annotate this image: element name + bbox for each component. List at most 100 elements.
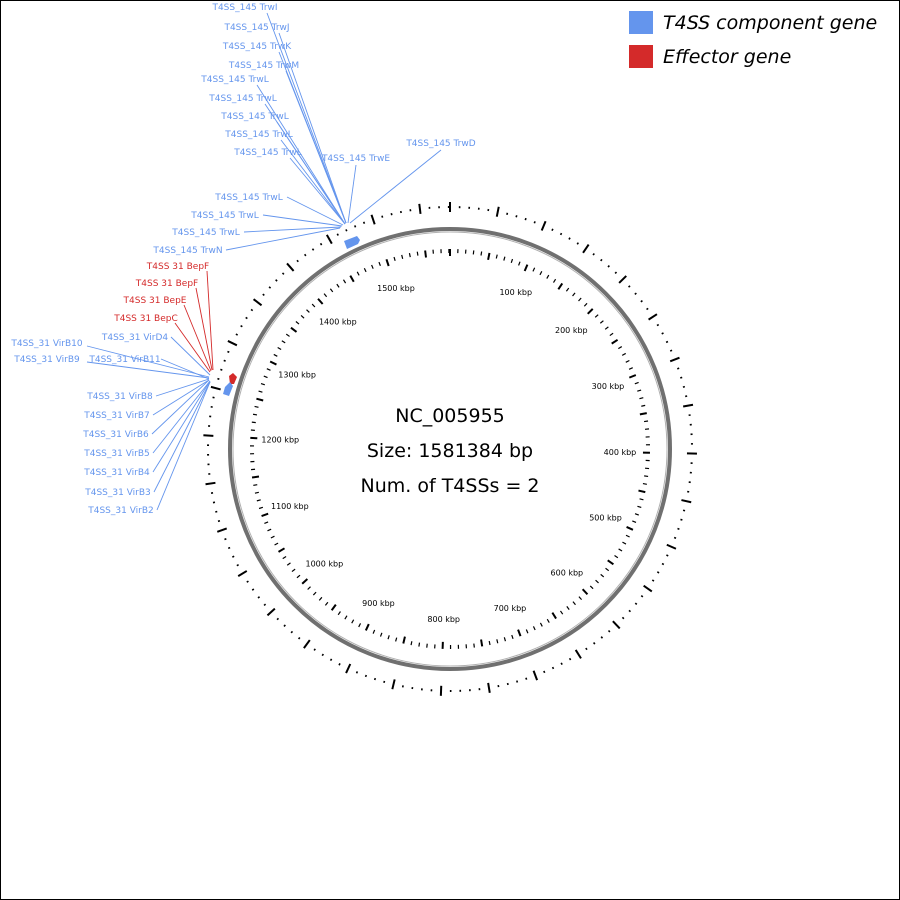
inner-minor-tick	[600, 573, 605, 578]
outer-minor-tick	[661, 562, 665, 566]
outer-minor-tick	[250, 308, 254, 312]
scale-label: 1200 kbp	[261, 436, 299, 445]
outer-minor-tick	[227, 350, 230, 353]
outer-minor-tick	[364, 674, 368, 678]
inner-minor-tick	[291, 568, 296, 573]
scale-label: 900 kbp	[362, 599, 395, 608]
outer-minor-tick	[336, 233, 339, 236]
outer-minor-tick	[551, 228, 554, 231]
outer-major-tick	[681, 499, 692, 504]
outer-minor-tick	[217, 377, 220, 380]
inner-minor-tick	[358, 623, 362, 628]
inner-minor-tick	[258, 506, 264, 510]
inner-minor-tick	[286, 562, 291, 566]
outer-minor-tick	[345, 229, 348, 232]
component-gene-label: T4SS_31 VirB6	[82, 430, 149, 440]
outer-minor-tick	[355, 671, 359, 674]
inner-minor-tick	[258, 390, 263, 393]
inner-minor-tick	[260, 382, 266, 386]
outer-major-tick	[203, 434, 214, 437]
component-gene-label: T4SS_145 TrwI	[211, 3, 277, 13]
outer-minor-tick	[235, 333, 239, 336]
inner-major-tick	[261, 512, 269, 517]
gene-leader-lines	[86, 12, 442, 511]
gene-leader-line	[347, 164, 357, 224]
legend-component-label: T4SS component gene	[663, 12, 877, 34]
outer-minor-tick	[568, 237, 571, 240]
t4ss-145-gene-block	[344, 236, 360, 249]
outer-minor-tick	[666, 554, 669, 557]
outer-minor-tick	[217, 519, 221, 523]
gene-labels: T4SS_145 TrwI T4SS_145 TrwJ T4SS_145 TrwK T…	[10, 3, 475, 516]
inner-minor-tick	[295, 321, 300, 325]
inner-major-tick	[385, 259, 390, 267]
component-gene-label: T4SS_145 TrwL	[214, 193, 282, 203]
outer-minor-tick	[290, 630, 294, 634]
outer-minor-tick	[232, 555, 235, 558]
component-gene-label: T4SS_145 TrwL	[220, 112, 288, 122]
inner-minor-tick	[256, 499, 261, 502]
component-gene-label: T4SS_145 TrwL	[208, 94, 276, 104]
component-gene-label: T4SS_31 VirB11	[88, 355, 160, 365]
inner-minor-tick	[641, 404, 646, 407]
scale-label: 1400 kbp	[319, 317, 357, 326]
inner-minor-tick	[546, 274, 550, 279]
inner-major-tick	[639, 412, 647, 416]
inner-minor-tick	[281, 340, 286, 344]
inner-minor-tick	[372, 629, 376, 634]
component-gene-label: T4SS_145 TrwM	[228, 61, 299, 71]
outer-major-tick	[237, 570, 248, 577]
outer-minor-tick	[275, 279, 278, 282]
gene-leader-line	[153, 381, 211, 493]
t4ss-31-effector-block	[229, 373, 237, 384]
outer-minor-tick	[646, 307, 649, 311]
component-gene-label: T4SS_145 TrwL	[190, 211, 258, 221]
inner-minor-tick	[306, 309, 310, 313]
component-gene-label: T4SS_31 VirB7	[83, 411, 150, 421]
outer-major-tick	[370, 214, 376, 225]
inner-major-tick	[480, 639, 484, 647]
inner-minor-tick	[363, 268, 367, 273]
inner-major-tick	[557, 282, 564, 290]
gene-leader-line	[285, 70, 347, 224]
inner-minor-tick	[503, 637, 507, 642]
inner-minor-tick	[329, 288, 334, 293]
inner-minor-tick	[285, 333, 290, 337]
inner-minor-tick	[525, 629, 529, 634]
outer-major-tick	[227, 340, 238, 347]
outer-minor-tick	[321, 653, 324, 657]
outer-minor-tick	[576, 242, 579, 245]
scale-label: 1100 kbp	[271, 502, 309, 511]
component-gene-label: T4SS_31 VirB9	[13, 355, 80, 365]
outer-minor-tick	[383, 680, 386, 684]
outer-minor-tick	[621, 616, 625, 620]
inner-major-tick	[364, 623, 370, 631]
outer-minor-tick	[585, 647, 588, 651]
legend-effector-swatch	[629, 45, 653, 68]
inner-minor-tick	[318, 596, 323, 601]
scale-label: 1500 kbp	[377, 284, 415, 293]
outer-major-tick	[487, 682, 491, 693]
inner-minor-tick	[628, 367, 633, 370]
outer-major-tick	[532, 670, 539, 681]
genome-backbone	[228, 227, 672, 671]
outer-major-tick	[648, 313, 658, 321]
inner-minor-tick	[356, 271, 360, 276]
outer-major-tick	[266, 607, 276, 617]
outer-minor-tick	[524, 217, 527, 221]
component-gene-label: T4SS_145 TrwN	[152, 246, 222, 256]
outer-minor-tick	[682, 509, 686, 512]
outer-minor-tick	[354, 225, 357, 228]
inner-minor-tick	[307, 586, 311, 590]
inner-minor-tick	[371, 264, 374, 269]
inner-minor-tick	[263, 375, 268, 379]
inner-minor-tick	[379, 632, 383, 637]
inner-major-tick	[628, 374, 637, 379]
outer-minor-tick	[236, 564, 239, 567]
scale-label: 500 kbp	[589, 514, 622, 523]
inner-minor-tick	[622, 541, 627, 545]
gene-leader-line	[152, 380, 211, 454]
inner-minor-tick	[282, 555, 287, 560]
inner-minor-tick	[634, 381, 639, 385]
outer-major-tick	[682, 403, 694, 408]
